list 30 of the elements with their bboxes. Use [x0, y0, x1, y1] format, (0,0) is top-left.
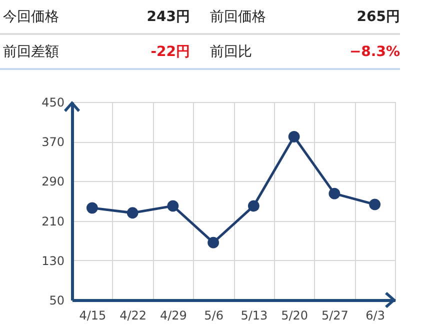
- text: 今回価格: [2, 8, 60, 26]
- y-tick-label: 130: [42, 254, 64, 268]
- x-tick-label: 5/20: [281, 308, 308, 322]
- point: [328, 188, 340, 200]
- y-tick-label: 450: [42, 96, 64, 110]
- point: [126, 207, 138, 219]
- point: [208, 236, 220, 248]
- y-tick-label: 290: [42, 174, 64, 189]
- point: [369, 198, 381, 210]
- text: 前回価格: [209, 8, 267, 26]
- point: [167, 200, 179, 212]
- y-tick-label: 50: [49, 294, 64, 308]
- text: -22円: [150, 42, 190, 60]
- text: 243円: [146, 8, 190, 26]
- y-tick-label: 210: [42, 214, 64, 228]
- text: 前回比: [209, 42, 253, 60]
- x-tick-label: 4/15: [79, 308, 106, 322]
- x-tick-label: 6/3: [366, 308, 385, 322]
- text: 265円: [356, 8, 400, 26]
- point: [248, 200, 260, 212]
- x-tick-label: 5/27: [321, 308, 348, 322]
- text: −8.3%: [348, 44, 400, 60]
- x-tick-label: 4/22: [120, 308, 147, 322]
- x-tick-label: 4/29: [160, 308, 187, 322]
- point: [288, 130, 300, 142]
- y-tick-label: 370: [42, 135, 64, 150]
- x-tick-label: 5/6: [204, 308, 224, 322]
- point: [86, 202, 98, 214]
- text: 前回差額: [2, 42, 60, 60]
- x-tick-label: 5/13: [240, 308, 268, 322]
